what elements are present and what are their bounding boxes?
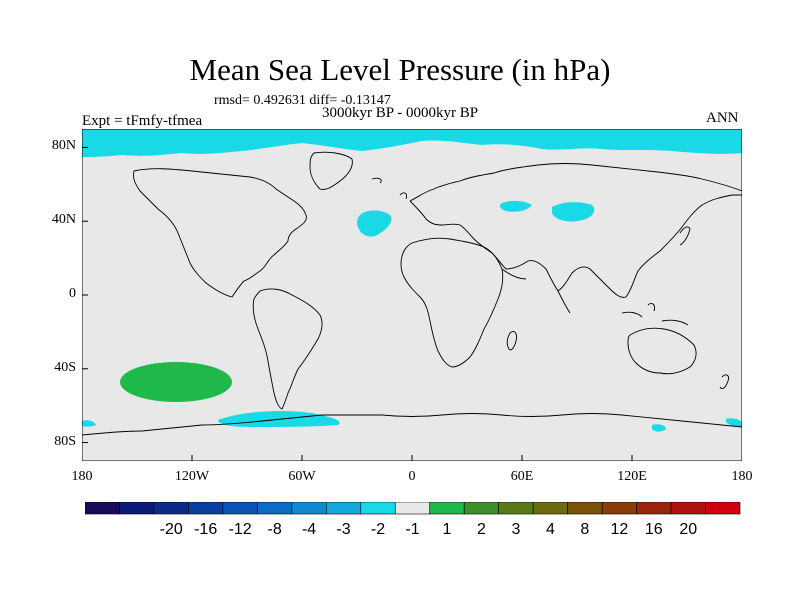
coastlines (82, 151, 742, 436)
colorbar-label: 1 (443, 521, 452, 538)
map-background (82, 129, 742, 461)
colorbar-label: 16 (645, 521, 663, 538)
colorbar-box (326, 502, 362, 515)
colorbar-box (498, 502, 534, 515)
lat-tick-label: 80S (54, 433, 76, 449)
world-map (82, 129, 742, 461)
colorbar-label: 8 (580, 521, 589, 538)
lat-tick-label: 80N (51, 138, 76, 154)
colorbar-label: 20 (679, 521, 697, 538)
colorbar-box (463, 502, 499, 515)
colorbar-box (636, 502, 672, 515)
anomaly-central-asia (552, 202, 595, 222)
colorbar-box (222, 502, 258, 515)
anomaly-southern-ocean-east (652, 424, 666, 432)
anomaly-southern-ocean-far-east (726, 418, 742, 427)
colorbar: -20 -16 -12 -8 -4 -3 -2 -1 1 2 3 4 8 12 16 20 (85, 502, 741, 538)
lon-tick-label: 0 (408, 469, 416, 484)
anomaly-caspian (499, 200, 532, 212)
tick-marks (82, 146, 742, 461)
lat-tick-label: 0 (69, 286, 76, 301)
colorbar-box (705, 502, 741, 515)
lon-tick-label: 180 (71, 469, 93, 484)
lon-tick-label: 120E (617, 469, 647, 484)
colorbar-box (601, 502, 637, 515)
colorbar-box (429, 502, 465, 515)
anomaly-arctic-band (82, 129, 742, 157)
period-label: 3000kyr BP - 0000kyr BP (322, 105, 479, 121)
map-panel (82, 129, 742, 461)
colorbar-label: -12 (229, 521, 252, 538)
lat-tick-label: 40N (51, 212, 76, 228)
anomaly-south-pacific (120, 362, 232, 402)
colorbar-label: 12 (610, 521, 628, 538)
lon-tick-label: 60W (288, 469, 316, 484)
plot-title: Mean Sea Level Pressure (in hPa) (189, 52, 611, 87)
colorbar-box (670, 502, 706, 515)
colorbar-box (119, 502, 155, 515)
colorbar-boxes (85, 502, 741, 515)
colorbar-label: 2 (477, 521, 486, 538)
colorbar-box (532, 502, 568, 515)
colorbar-box (188, 502, 224, 515)
colorbar-labels: -20 -16 -12 -8 -4 -3 -2 -1 1 2 3 4 8 12 16 20 (160, 521, 698, 538)
colorbar-box (85, 502, 120, 515)
season-label: ANN (706, 110, 739, 126)
colorbar-box (567, 502, 603, 515)
colorbar-label: -2 (371, 521, 385, 538)
colorbar-label: -1 (405, 521, 419, 538)
colorbar-label: -16 (194, 521, 217, 538)
colorbar-label: -20 (160, 521, 183, 538)
colorbar-box (257, 502, 293, 515)
colorbar-label: -3 (336, 521, 350, 538)
colorbar-label: 3 (511, 521, 520, 538)
colorbar-label: -4 (302, 521, 316, 538)
anomaly-north-atlantic (357, 210, 392, 237)
lon-tick-label: 60E (510, 469, 534, 484)
colorbar-box (291, 502, 327, 515)
colorbar-label: -8 (267, 521, 281, 538)
lon-tick-label: 180 (731, 469, 753, 484)
experiment-label: Expt = tFmfy-tfmea (82, 113, 203, 129)
colorbar-box (360, 502, 396, 515)
lon-tick-label: 120W (174, 469, 210, 484)
stats-label: rmsd= 0.492631 diff= -0.13147 (214, 93, 391, 108)
colorbar-label: 4 (546, 521, 555, 538)
colorbar-box (153, 502, 189, 515)
lat-tick-label: 40S (54, 359, 76, 375)
colorbar-box (394, 502, 431, 515)
anomaly-southern-ocean-small (82, 420, 96, 427)
